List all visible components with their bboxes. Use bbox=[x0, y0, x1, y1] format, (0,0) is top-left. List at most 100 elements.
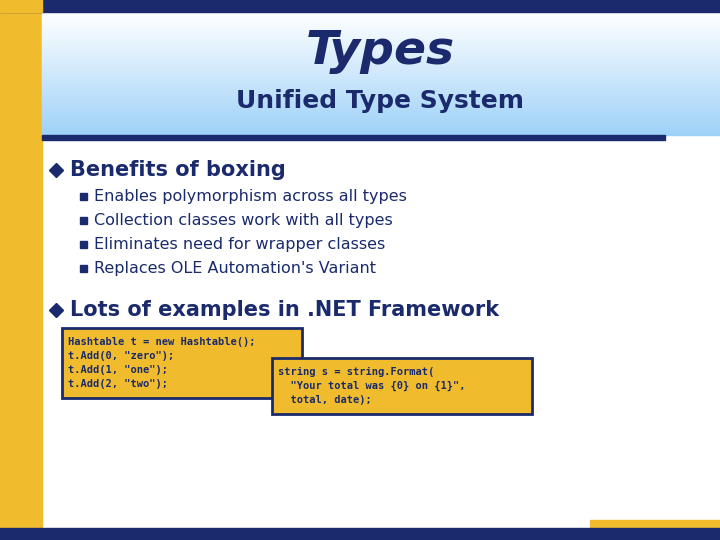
Text: Lots of examples in .NET Framework: Lots of examples in .NET Framework bbox=[70, 300, 499, 320]
Bar bbox=[42, 129, 720, 130]
Bar bbox=[80, 193, 87, 200]
Bar bbox=[42, 87, 720, 89]
Bar bbox=[42, 50, 720, 52]
Bar bbox=[42, 107, 720, 109]
Bar bbox=[80, 241, 87, 248]
Bar bbox=[42, 47, 720, 49]
Bar bbox=[42, 113, 720, 115]
Bar bbox=[42, 119, 720, 121]
Bar bbox=[0, 0, 42, 540]
Bar bbox=[42, 111, 720, 113]
Bar bbox=[42, 76, 720, 78]
Bar bbox=[42, 22, 720, 24]
Bar bbox=[42, 56, 720, 58]
Bar bbox=[0, 0, 720, 12]
Bar bbox=[80, 265, 87, 272]
Bar bbox=[42, 116, 720, 118]
Bar bbox=[42, 67, 720, 69]
Bar bbox=[42, 110, 720, 112]
Text: Eliminates need for wrapper classes: Eliminates need for wrapper classes bbox=[94, 237, 385, 252]
Bar bbox=[42, 18, 720, 19]
Bar bbox=[42, 114, 720, 117]
Bar bbox=[42, 39, 720, 41]
Bar bbox=[42, 35, 720, 37]
Bar bbox=[42, 29, 720, 30]
Bar bbox=[42, 49, 720, 50]
Text: t.Add(1, "one");: t.Add(1, "one"); bbox=[68, 365, 168, 375]
Bar bbox=[42, 71, 720, 73]
Bar bbox=[42, 102, 720, 104]
Bar bbox=[590, 520, 720, 540]
Bar bbox=[42, 59, 720, 61]
Bar bbox=[42, 21, 720, 23]
Bar bbox=[42, 104, 720, 106]
Bar bbox=[42, 90, 720, 92]
Bar bbox=[42, 70, 720, 72]
Bar bbox=[42, 130, 720, 132]
Bar bbox=[42, 91, 720, 93]
Bar bbox=[42, 80, 720, 83]
Bar bbox=[42, 30, 720, 32]
Bar bbox=[42, 105, 720, 107]
Bar bbox=[42, 99, 720, 101]
Bar bbox=[42, 40, 720, 43]
Bar bbox=[42, 94, 720, 97]
Text: t.Add(2, "two");: t.Add(2, "two"); bbox=[68, 379, 168, 389]
Bar bbox=[42, 33, 720, 35]
Bar bbox=[42, 79, 720, 81]
Bar bbox=[42, 64, 720, 66]
Bar bbox=[42, 75, 720, 77]
Bar bbox=[42, 13, 720, 15]
Text: string s = string.Format(: string s = string.Format( bbox=[278, 367, 434, 377]
Bar bbox=[42, 135, 665, 140]
Text: total, date);: total, date); bbox=[278, 395, 372, 405]
FancyBboxPatch shape bbox=[272, 358, 532, 414]
Bar bbox=[42, 31, 720, 33]
Bar bbox=[42, 96, 720, 98]
Bar bbox=[42, 131, 720, 133]
Bar bbox=[42, 84, 720, 86]
Bar bbox=[42, 15, 720, 17]
Text: Benefits of boxing: Benefits of boxing bbox=[70, 160, 286, 180]
Bar bbox=[42, 45, 720, 48]
Bar bbox=[42, 93, 720, 95]
Bar bbox=[42, 82, 720, 84]
Text: Replaces OLE Automation's Variant: Replaces OLE Automation's Variant bbox=[94, 260, 376, 275]
Bar bbox=[42, 98, 720, 100]
Bar bbox=[42, 16, 720, 18]
Bar bbox=[42, 133, 720, 135]
Bar bbox=[42, 65, 720, 68]
Bar bbox=[42, 62, 720, 64]
Bar bbox=[0, 0, 42, 12]
Bar bbox=[42, 55, 720, 57]
Bar bbox=[42, 122, 720, 124]
Text: Types: Types bbox=[305, 29, 454, 74]
Bar bbox=[42, 11, 720, 14]
Bar bbox=[42, 42, 720, 44]
Bar bbox=[42, 60, 720, 63]
Bar bbox=[42, 36, 720, 38]
Bar bbox=[42, 89, 720, 90]
Bar bbox=[42, 27, 720, 29]
Text: Enables polymorphism across all types: Enables polymorphism across all types bbox=[94, 188, 407, 204]
Bar bbox=[42, 53, 720, 55]
FancyBboxPatch shape bbox=[62, 328, 302, 398]
Bar bbox=[42, 24, 720, 26]
Text: Collection classes work with all types: Collection classes work with all types bbox=[94, 213, 392, 227]
Bar bbox=[42, 124, 720, 126]
Bar bbox=[42, 125, 720, 127]
Text: Hashtable t = new Hashtable();: Hashtable t = new Hashtable(); bbox=[68, 337, 256, 347]
Bar bbox=[42, 78, 720, 79]
Bar bbox=[42, 85, 720, 87]
Text: Unified Type System: Unified Type System bbox=[236, 89, 524, 112]
Bar bbox=[42, 109, 720, 110]
Bar bbox=[42, 25, 720, 28]
Bar bbox=[80, 217, 87, 224]
Bar bbox=[42, 73, 720, 75]
Text: "Your total was {0} on {1}",: "Your total was {0} on {1}", bbox=[278, 381, 466, 391]
Bar bbox=[42, 118, 720, 120]
Bar bbox=[42, 100, 720, 103]
Bar bbox=[42, 38, 720, 39]
Bar bbox=[42, 51, 720, 53]
Bar bbox=[42, 44, 720, 46]
